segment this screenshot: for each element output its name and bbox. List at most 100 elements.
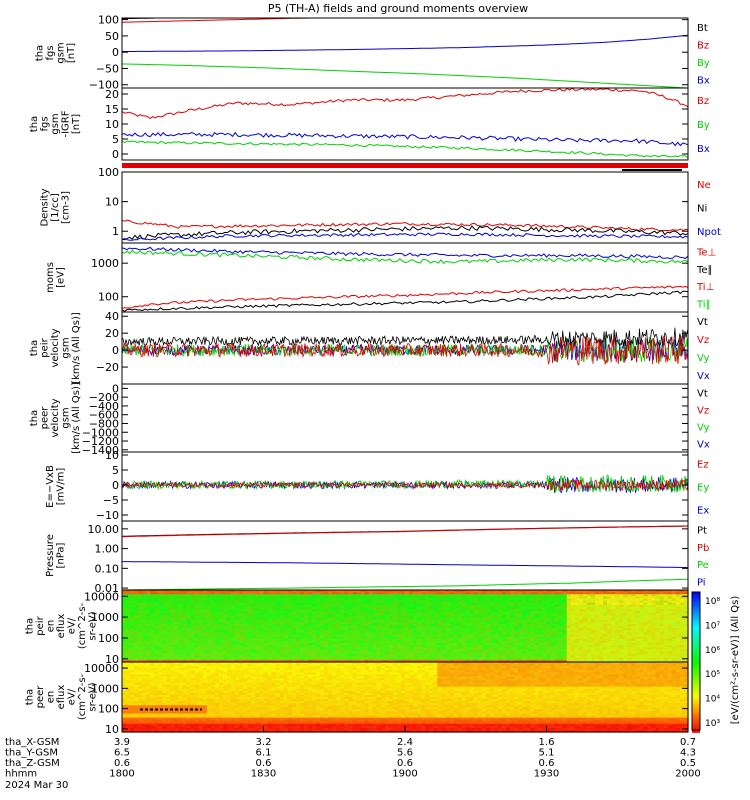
heatmap-cell xyxy=(307,619,313,623)
heatmap-cell xyxy=(356,626,362,629)
heatmap-cell xyxy=(485,659,491,663)
heatmap-cell xyxy=(267,632,273,636)
heatmap-cell xyxy=(194,621,200,625)
heatmap-cell xyxy=(223,621,228,625)
heatmap-cell xyxy=(384,632,390,636)
heatmap-cell xyxy=(202,628,208,631)
heatmap-cell xyxy=(295,634,301,638)
heatmap-cell xyxy=(453,623,459,627)
heatmap-cell xyxy=(445,596,451,600)
heatmap-cell xyxy=(235,600,240,604)
heatmap-cell xyxy=(154,590,159,593)
heatmap-cell xyxy=(283,611,289,614)
heatmap-cell xyxy=(235,634,240,638)
heatmap-cell xyxy=(182,657,188,661)
heatmap-cell xyxy=(251,653,257,657)
heatmap-cell xyxy=(126,596,131,600)
heatmap-cell xyxy=(130,630,135,633)
heatmap-cell xyxy=(441,609,447,612)
heatmap-cell xyxy=(384,615,390,619)
heatmap-cell xyxy=(307,630,313,633)
heatmap-cell xyxy=(465,621,471,625)
heatmap-cell xyxy=(368,640,374,644)
heatmap-cell xyxy=(126,634,131,638)
heatmap-cell xyxy=(130,621,135,625)
heatmap-cell xyxy=(210,623,216,627)
heatmap-cell xyxy=(194,630,200,633)
heatmap-cell xyxy=(170,590,176,593)
heatmap-cell xyxy=(239,619,244,623)
heatmap-cell xyxy=(396,600,402,604)
heatmap-cell xyxy=(360,609,366,612)
y-tick-label: 10 xyxy=(105,118,119,131)
heatmap-cell xyxy=(336,636,341,640)
heatmap-cell xyxy=(219,628,224,631)
heatmap-cell xyxy=(219,609,224,612)
heatmap-cell xyxy=(316,600,321,604)
heatmap-cell xyxy=(150,636,155,640)
heatmap-cell xyxy=(360,613,366,617)
heatmap-cell xyxy=(449,632,455,636)
heatmap-cell xyxy=(162,657,168,661)
heatmap-cell xyxy=(227,630,232,633)
heatmap-cell xyxy=(307,649,313,653)
heatmap-cell xyxy=(421,655,426,659)
heatmap-cell xyxy=(457,640,463,644)
heatmap-cell xyxy=(231,617,236,621)
heatmap-cell xyxy=(336,626,341,629)
heatmap-cell xyxy=(497,655,503,659)
heatmap-cell xyxy=(295,636,301,640)
heatmap-cell xyxy=(336,642,341,646)
heatmap-cell xyxy=(267,606,273,610)
heatmap-cell xyxy=(469,630,475,633)
heatmap-cell xyxy=(409,638,414,642)
heatmap-cell xyxy=(461,634,467,638)
heatmap-cell xyxy=(425,659,430,663)
heatmap-cell xyxy=(259,640,265,644)
heatmap-cell xyxy=(384,600,390,604)
heatmap-cell xyxy=(409,623,414,627)
heatmap-cell xyxy=(312,655,317,659)
heatmap-cell xyxy=(425,602,430,606)
heatmap-cell xyxy=(324,611,329,614)
heatmap-cell xyxy=(307,655,313,659)
heatmap-cell xyxy=(409,630,414,633)
heatmap-cell xyxy=(445,604,451,608)
y-axis-label: gsm xyxy=(50,113,61,134)
heatmap-cell xyxy=(162,619,168,623)
heatmap-cell xyxy=(267,659,273,663)
heatmap-cell xyxy=(413,598,418,602)
heatmap-cell xyxy=(421,611,426,614)
heatmap-cell xyxy=(210,632,216,636)
heatmap-cell xyxy=(134,659,139,663)
heatmap-cell xyxy=(328,590,333,593)
heatmap-cell xyxy=(190,630,196,633)
heatmap-cell xyxy=(352,604,358,608)
heatmap-cell xyxy=(279,592,285,595)
heatmap-cell xyxy=(178,621,184,625)
heatmap-cell xyxy=(445,651,451,655)
heatmap-cell xyxy=(493,655,499,659)
heatmap-cell xyxy=(417,630,422,633)
heatmap-cell xyxy=(251,628,257,631)
heatmap-cell xyxy=(210,613,216,617)
heatmap-cell xyxy=(465,602,471,606)
heatmap-cell xyxy=(384,628,390,631)
heatmap-cell xyxy=(453,626,459,629)
heatmap-cell xyxy=(235,609,240,612)
heatmap-cell xyxy=(206,628,212,631)
heatmap-cell xyxy=(202,657,208,661)
heatmap-cell xyxy=(396,613,402,617)
heatmap-cell xyxy=(126,649,131,653)
heatmap-cell xyxy=(223,613,228,617)
heatmap-cell xyxy=(202,619,208,623)
heatmap-cell xyxy=(231,615,236,619)
heatmap-cell xyxy=(380,613,386,617)
heatmap-cell xyxy=(259,642,265,646)
heatmap-cell xyxy=(158,613,164,617)
heatmap-cell xyxy=(275,604,281,608)
heatmap-cell xyxy=(227,617,232,621)
heatmap-cell xyxy=(267,651,273,655)
heatmap-cell xyxy=(502,621,507,625)
heatmap-cell xyxy=(388,623,394,627)
